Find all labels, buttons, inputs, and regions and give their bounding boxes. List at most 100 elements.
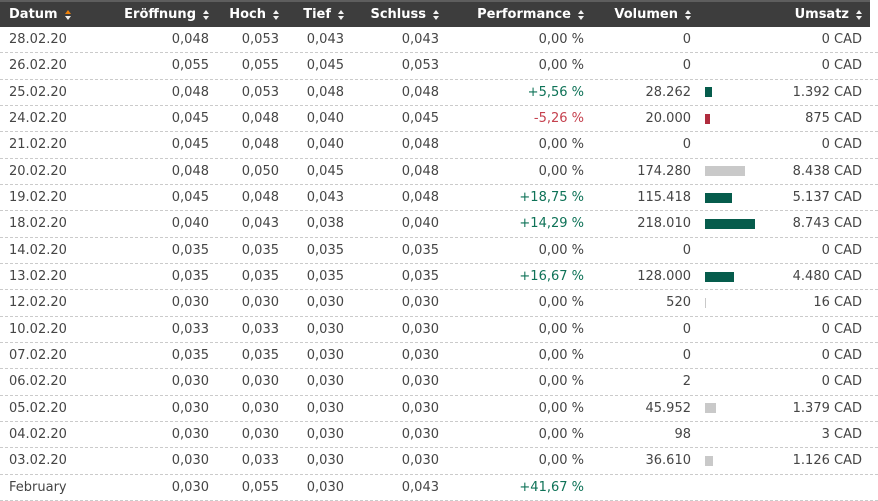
open-cell: 0,030 (171, 374, 209, 390)
volume-bar (705, 87, 712, 98)
volume-cell: 174.280 (637, 163, 691, 179)
volume-cell: 36.610 (645, 453, 692, 469)
column-header-schluss[interactable]: Schluss (350, 7, 445, 22)
volume-cell: 115.418 (637, 190, 691, 206)
date-cell: 21.02.20 (9, 137, 67, 153)
close-cell: 0,048 (401, 84, 439, 100)
turnover-cell: 0 CAD (821, 137, 862, 153)
turnover-cell: 8.743 CAD (792, 216, 862, 232)
open-cell: 0,030 (171, 295, 209, 311)
volume-cell: 28.262 (645, 84, 692, 100)
date-cell: 25.02.20 (9, 84, 67, 100)
turnover-cell: 0 CAD (821, 321, 862, 337)
performance-cell: +5,56 % (527, 84, 584, 100)
column-header-label: Eröffnung (124, 7, 196, 22)
column-header-hoch[interactable]: Hoch (215, 7, 285, 22)
turnover-cell: 1.392 CAD (792, 84, 862, 100)
turnover-cell: 5.137 CAD (792, 190, 862, 206)
open-cell: 0,033 (171, 321, 209, 337)
volume-bar-cell (695, 166, 767, 177)
table-row: 14.02.20 0,035 0,035 0,035 0,035 0,00 % … (0, 237, 878, 264)
column-header-volumen[interactable]: Volumen (590, 7, 695, 22)
low-cell: 0,030 (306, 321, 344, 337)
volume-bar-cell (695, 113, 767, 124)
date-cell: 24.02.20 (9, 111, 67, 127)
open-cell: 0,030 (171, 479, 209, 495)
close-cell: 0,035 (401, 242, 439, 258)
volume-cell: 0 (682, 137, 691, 153)
volume-cell: 520 (666, 295, 691, 311)
column-header-performance[interactable]: Performance (445, 7, 590, 22)
volume-bar-cell (695, 351, 767, 361)
volume-bar (705, 403, 716, 414)
close-cell: 0,045 (401, 111, 439, 127)
turnover-cell: 1.379 CAD (792, 400, 862, 416)
volume-bar-cell (695, 245, 767, 255)
high-cell: 0,033 (241, 321, 279, 337)
table-row: 03.02.20 0,030 0,033 0,030 0,030 0,00 % … (0, 448, 878, 475)
close-cell: 0,030 (401, 374, 439, 390)
column-header-datum[interactable]: Datum (0, 7, 130, 22)
close-cell: 0,035 (401, 269, 439, 285)
high-cell: 0,030 (241, 374, 279, 390)
performance-cell: +16,67 % (519, 269, 584, 285)
turnover-cell: 0 CAD (821, 348, 862, 364)
turnover-cell: 3 CAD (821, 427, 862, 443)
column-header-tief[interactable]: Tief (285, 7, 350, 22)
open-cell: 0,048 (171, 163, 209, 179)
date-cell: 10.02.20 (9, 321, 67, 337)
volume-cell: 0 (682, 321, 691, 337)
volume-cell: 128.000 (637, 269, 691, 285)
column-header-umsatz[interactable]: Umsatz (767, 7, 870, 22)
volume-cell: 0 (682, 242, 691, 258)
open-cell: 0,045 (171, 137, 209, 153)
performance-cell: 0,00 % (538, 427, 584, 443)
volume-bar-cell (695, 297, 767, 308)
table-row: 06.02.20 0,030 0,030 0,030 0,030 0,00 % … (0, 369, 878, 396)
low-cell: 0,030 (306, 295, 344, 311)
volume-bar (705, 297, 706, 308)
open-cell: 0,045 (171, 111, 209, 127)
table-row: 18.02.20 0,040 0,043 0,038 0,040 +14,29 … (0, 211, 878, 238)
turnover-cell: 4.480 CAD (792, 269, 862, 285)
table-row: 20.02.20 0,048 0,050 0,045 0,048 0,00 % … (0, 158, 878, 185)
close-cell: 0,030 (401, 348, 439, 364)
open-cell: 0,055 (171, 58, 209, 74)
column-header-label: Tief (303, 7, 331, 22)
close-cell: 0,030 (401, 400, 439, 416)
table-row: 10.02.20 0,033 0,033 0,030 0,030 0,00 % … (0, 316, 878, 343)
column-header-label: Datum (9, 7, 58, 22)
volume-bar (705, 455, 713, 466)
sort-icon (64, 9, 71, 20)
close-cell: 0,030 (401, 427, 439, 443)
performance-cell: 0,00 % (538, 137, 584, 153)
date-cell: 13.02.20 (9, 269, 67, 285)
date-cell: 03.02.20 (9, 453, 67, 469)
date-cell: 07.02.20 (9, 348, 67, 364)
volume-bar-cell (695, 192, 767, 203)
table-row: February 0,030 0,055 0,030 0,043 +41,67 … (0, 474, 878, 501)
high-cell: 0,030 (241, 295, 279, 311)
date-cell: 26.02.20 (9, 58, 67, 74)
high-cell: 0,053 (241, 32, 279, 48)
performance-cell: 0,00 % (538, 453, 584, 469)
turnover-cell: 0 CAD (821, 58, 862, 74)
high-cell: 0,053 (241, 84, 279, 100)
sort-icon (273, 9, 279, 20)
column-header-label: Volumen (614, 7, 678, 22)
table-row: 07.02.20 0,035 0,035 0,030 0,030 0,00 % … (0, 342, 878, 370)
close-cell: 0,048 (401, 190, 439, 206)
volume-bar-cell (695, 430, 767, 440)
performance-cell: +18,75 % (519, 190, 584, 206)
date-cell: 18.02.20 (9, 216, 67, 232)
open-cell: 0,048 (171, 32, 209, 48)
low-cell: 0,040 (306, 111, 344, 127)
table-row: 24.02.20 0,045 0,048 0,040 0,045 -5,26 %… (0, 105, 878, 133)
high-cell: 0,043 (241, 216, 279, 232)
column-header-eroeffnung[interactable]: Eröffnung (124, 7, 215, 22)
open-cell: 0,035 (171, 269, 209, 285)
table-row: 28.02.20 0,048 0,053 0,043 0,043 0,00 % … (0, 27, 878, 54)
volume-bar-cell (695, 377, 767, 387)
performance-cell: 0,00 % (538, 374, 584, 390)
